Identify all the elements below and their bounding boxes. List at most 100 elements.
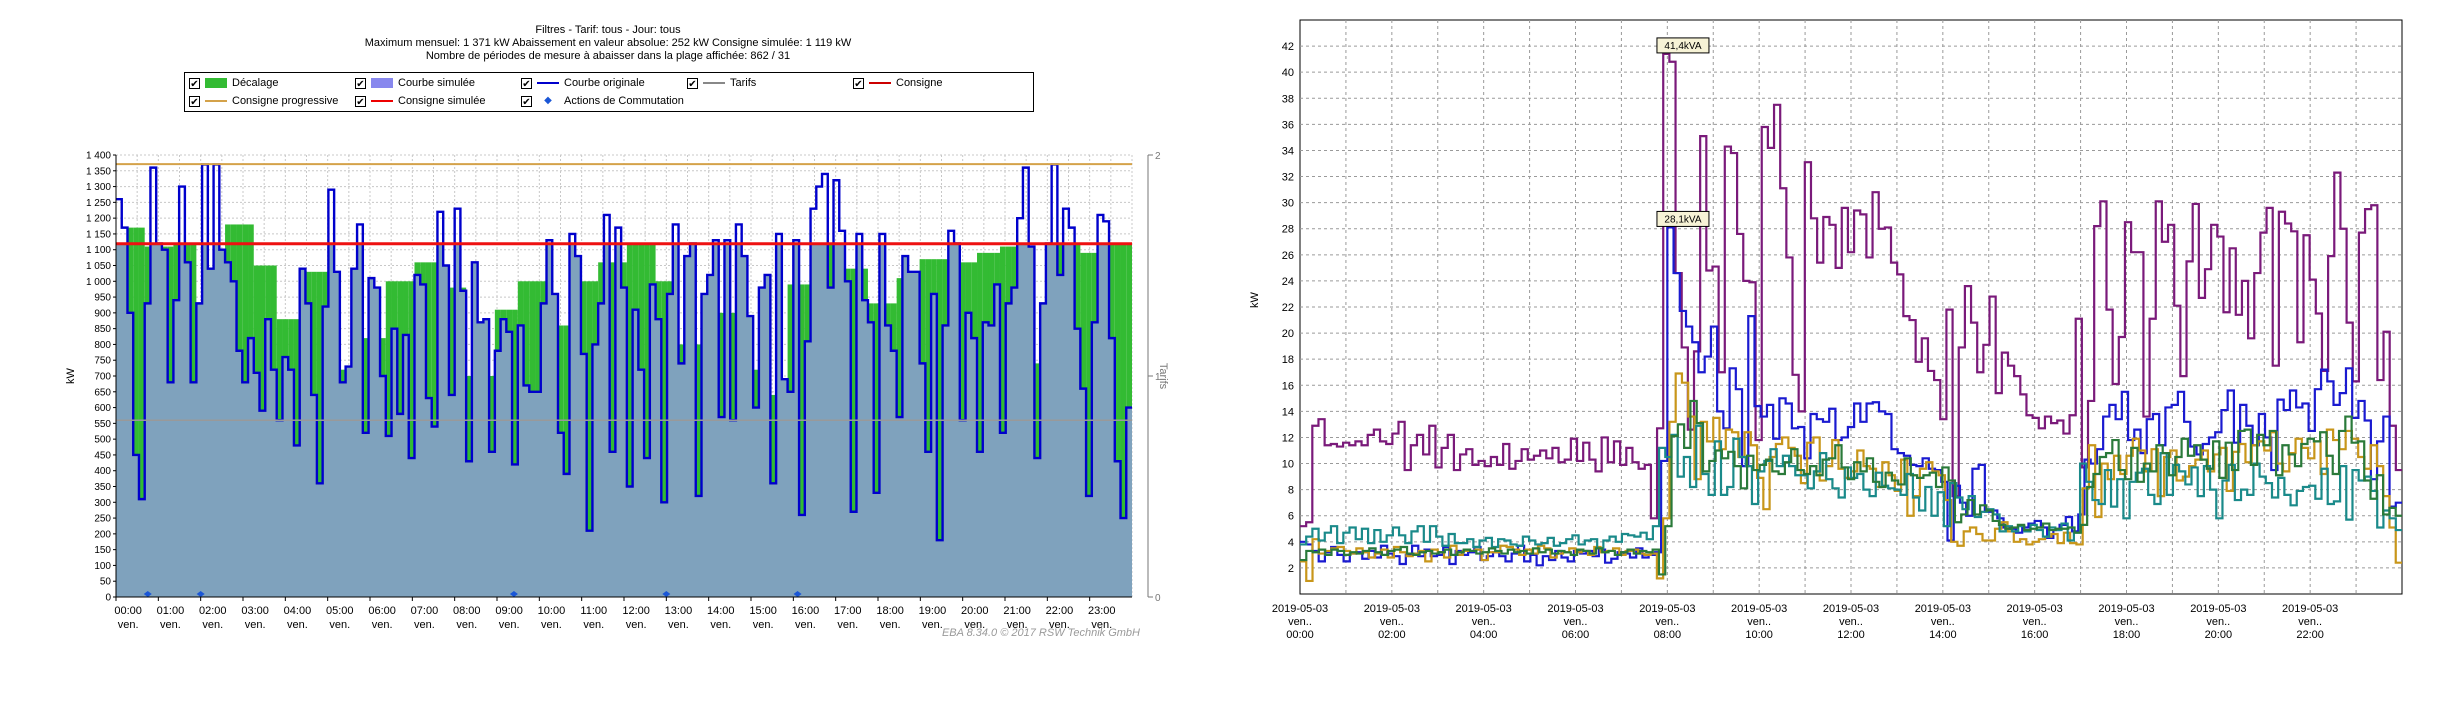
y-tick-label: 1 350 [86, 166, 111, 177]
y-tick-label: 400 [94, 466, 111, 477]
filter-header: Filtres - Tarif: tous - Jour: tous Maxim… [184, 24, 1032, 63]
x-tick-time: 03:00 [241, 605, 269, 617]
x-tick-day: ven. [245, 619, 266, 631]
legend-swatch [537, 82, 559, 84]
y-tick-label: 1 050 [86, 261, 111, 272]
y-tick-label: 950 [94, 293, 111, 304]
y-tick-label: 850 [94, 324, 111, 335]
y-tick-label: 1 000 [86, 277, 111, 288]
legend-label: Consigne [896, 77, 943, 89]
x-tick-date: 2019-05-03 [1547, 603, 1603, 615]
legend-checkbox[interactable]: ✔ [355, 95, 366, 108]
y-tick-label: 34 [1282, 145, 1294, 157]
x-tick-time: 05:00 [326, 605, 354, 617]
legend-label: Consigne simulée [398, 95, 486, 107]
annotation-box [1656, 37, 1710, 54]
x-tick-time: 17:00 [834, 605, 862, 617]
x-tick-day: ven. [1049, 619, 1070, 631]
y-tick-label: 42 [1282, 41, 1294, 53]
x-tick-day: ven. [1091, 619, 1112, 631]
load-curve-chart-overlay: 0 50 100 150 200 250 300 350 400 450 500 550 600 650 7… [65, 151, 1169, 640]
x-tick-date: 2019-05-03 [2098, 603, 2154, 615]
x-tick-date: 2019-05-03 [1364, 603, 1420, 615]
x-tick-day: ven. [583, 619, 604, 631]
y-tick-label: 26 [1282, 250, 1294, 262]
x-tick-day: ven.. [1472, 616, 1496, 628]
legend-item[interactable]: ✔ Consigne [853, 75, 942, 91]
x-tick-day: ven.. [1655, 616, 1679, 628]
series-line [1300, 399, 2402, 576]
x-tick-time: 13:00 [665, 605, 693, 617]
legend-item[interactable]: ✔ Courbe simulée [355, 75, 475, 91]
legend-item[interactable]: ✔ Consigne simulée [355, 93, 485, 109]
x-tick-day: ven.. [1839, 616, 1863, 628]
series-line [1300, 52, 2402, 528]
legend-label: Tarifs [730, 77, 757, 89]
x-tick-day: ven. [880, 619, 901, 631]
x-tick-time: 11:00 [580, 605, 607, 617]
legend-checkbox[interactable]: ✔ [521, 77, 532, 90]
y-tick-label: 2 [1288, 563, 1294, 575]
x-tick-day: ven. [541, 619, 562, 631]
y-tick-label: 900 [94, 308, 111, 319]
x-tick-time: 18:00 [876, 605, 904, 617]
y-tick-label: 250 [94, 514, 111, 525]
x-tick-time: 08:00 [1654, 629, 1682, 641]
y-tick-label: 550 [94, 419, 111, 430]
peak-annotation: 28,1kVA [1656, 210, 1710, 227]
x-tick-day: ven. [964, 619, 985, 631]
y-tick-label: 8 [1288, 485, 1294, 497]
x-tick-time: 10:00 [538, 605, 566, 617]
legend-checkbox[interactable]: ✔ [853, 77, 864, 90]
y-tick-label: 0 [105, 593, 111, 604]
x-tick-day: ven.. [2115, 616, 2139, 628]
annotation-box [1656, 210, 1710, 227]
legend-checkbox[interactable]: ✔ [189, 95, 200, 108]
x-tick-day: ven.. [1564, 616, 1588, 628]
x-tick-date: 2019-05-03 [1456, 603, 1512, 615]
y-tick-label: 36 [1282, 119, 1294, 131]
y-tick-label: 38 [1282, 93, 1294, 105]
legend-item[interactable]: ✔ Courbe originale [521, 75, 645, 91]
max-line: Maximum mensuel: 1 371 kW Abaissement en… [364, 37, 852, 49]
legend-item[interactable]: ✔ Décalage [189, 75, 278, 91]
legend-item[interactable]: ✔ Tarifs [687, 75, 756, 91]
y-tick-label: 650 [94, 387, 111, 398]
x-tick-date: 2019-05-03 [1915, 603, 1971, 615]
peak-annotation: 41,4kVA [1656, 37, 1710, 54]
y-tick-label: 200 [94, 529, 111, 540]
legend-checkbox[interactable]: ✔ [687, 77, 698, 90]
x-tick-time: 00:00 [114, 605, 142, 617]
x-tick-time: 12:00 [1837, 629, 1865, 641]
x-tick-date: 2019-05-03 [1639, 603, 1695, 615]
legend-item[interactable]: ✔ Consigne progressive [189, 93, 338, 109]
y-tick-label: 22 [1282, 302, 1294, 314]
y-axis-label: kW [1249, 291, 1261, 308]
x-tick-day: ven. [118, 619, 139, 631]
y-tick-label: 1 200 [86, 214, 111, 225]
y-tick-label: 16 [1282, 380, 1294, 392]
y-tick-label: 20 [1282, 328, 1294, 340]
x-tick-day: ven. [795, 619, 816, 631]
x-tick-time: 04:00 [1470, 629, 1498, 641]
legend-checkbox[interactable]: ✔ [355, 77, 366, 90]
y-tick-label: 10 [1282, 459, 1294, 471]
x-tick-day: ven.. [1931, 616, 1955, 628]
annotation-label: 41,4kVA [1664, 41, 1701, 52]
y-tick-label: 1 250 [86, 198, 111, 209]
x-tick-date: 2019-05-03 [1272, 603, 1328, 615]
legend-label: Courbe originale [564, 77, 645, 89]
legend-swatch [703, 82, 725, 84]
x-tick-day: ven.. [1288, 616, 1312, 628]
y-tick-label: 32 [1282, 172, 1294, 184]
legend-item[interactable]: ✔ ◆ Actions de Commutation [521, 93, 684, 109]
y-tick-label: 800 [94, 340, 111, 351]
x-tick-time: 22:00 [2296, 629, 2324, 641]
x-tick-time: 02:00 [1378, 629, 1406, 641]
x-tick-time: 18:00 [2113, 629, 2141, 641]
legend-checkbox[interactable]: ✔ [521, 95, 532, 108]
y-tick-label: 600 [94, 403, 111, 414]
x-tick-time: 20:00 [961, 605, 989, 617]
legend-checkbox[interactable]: ✔ [189, 77, 200, 90]
x-tick-day: ven. [499, 619, 520, 631]
